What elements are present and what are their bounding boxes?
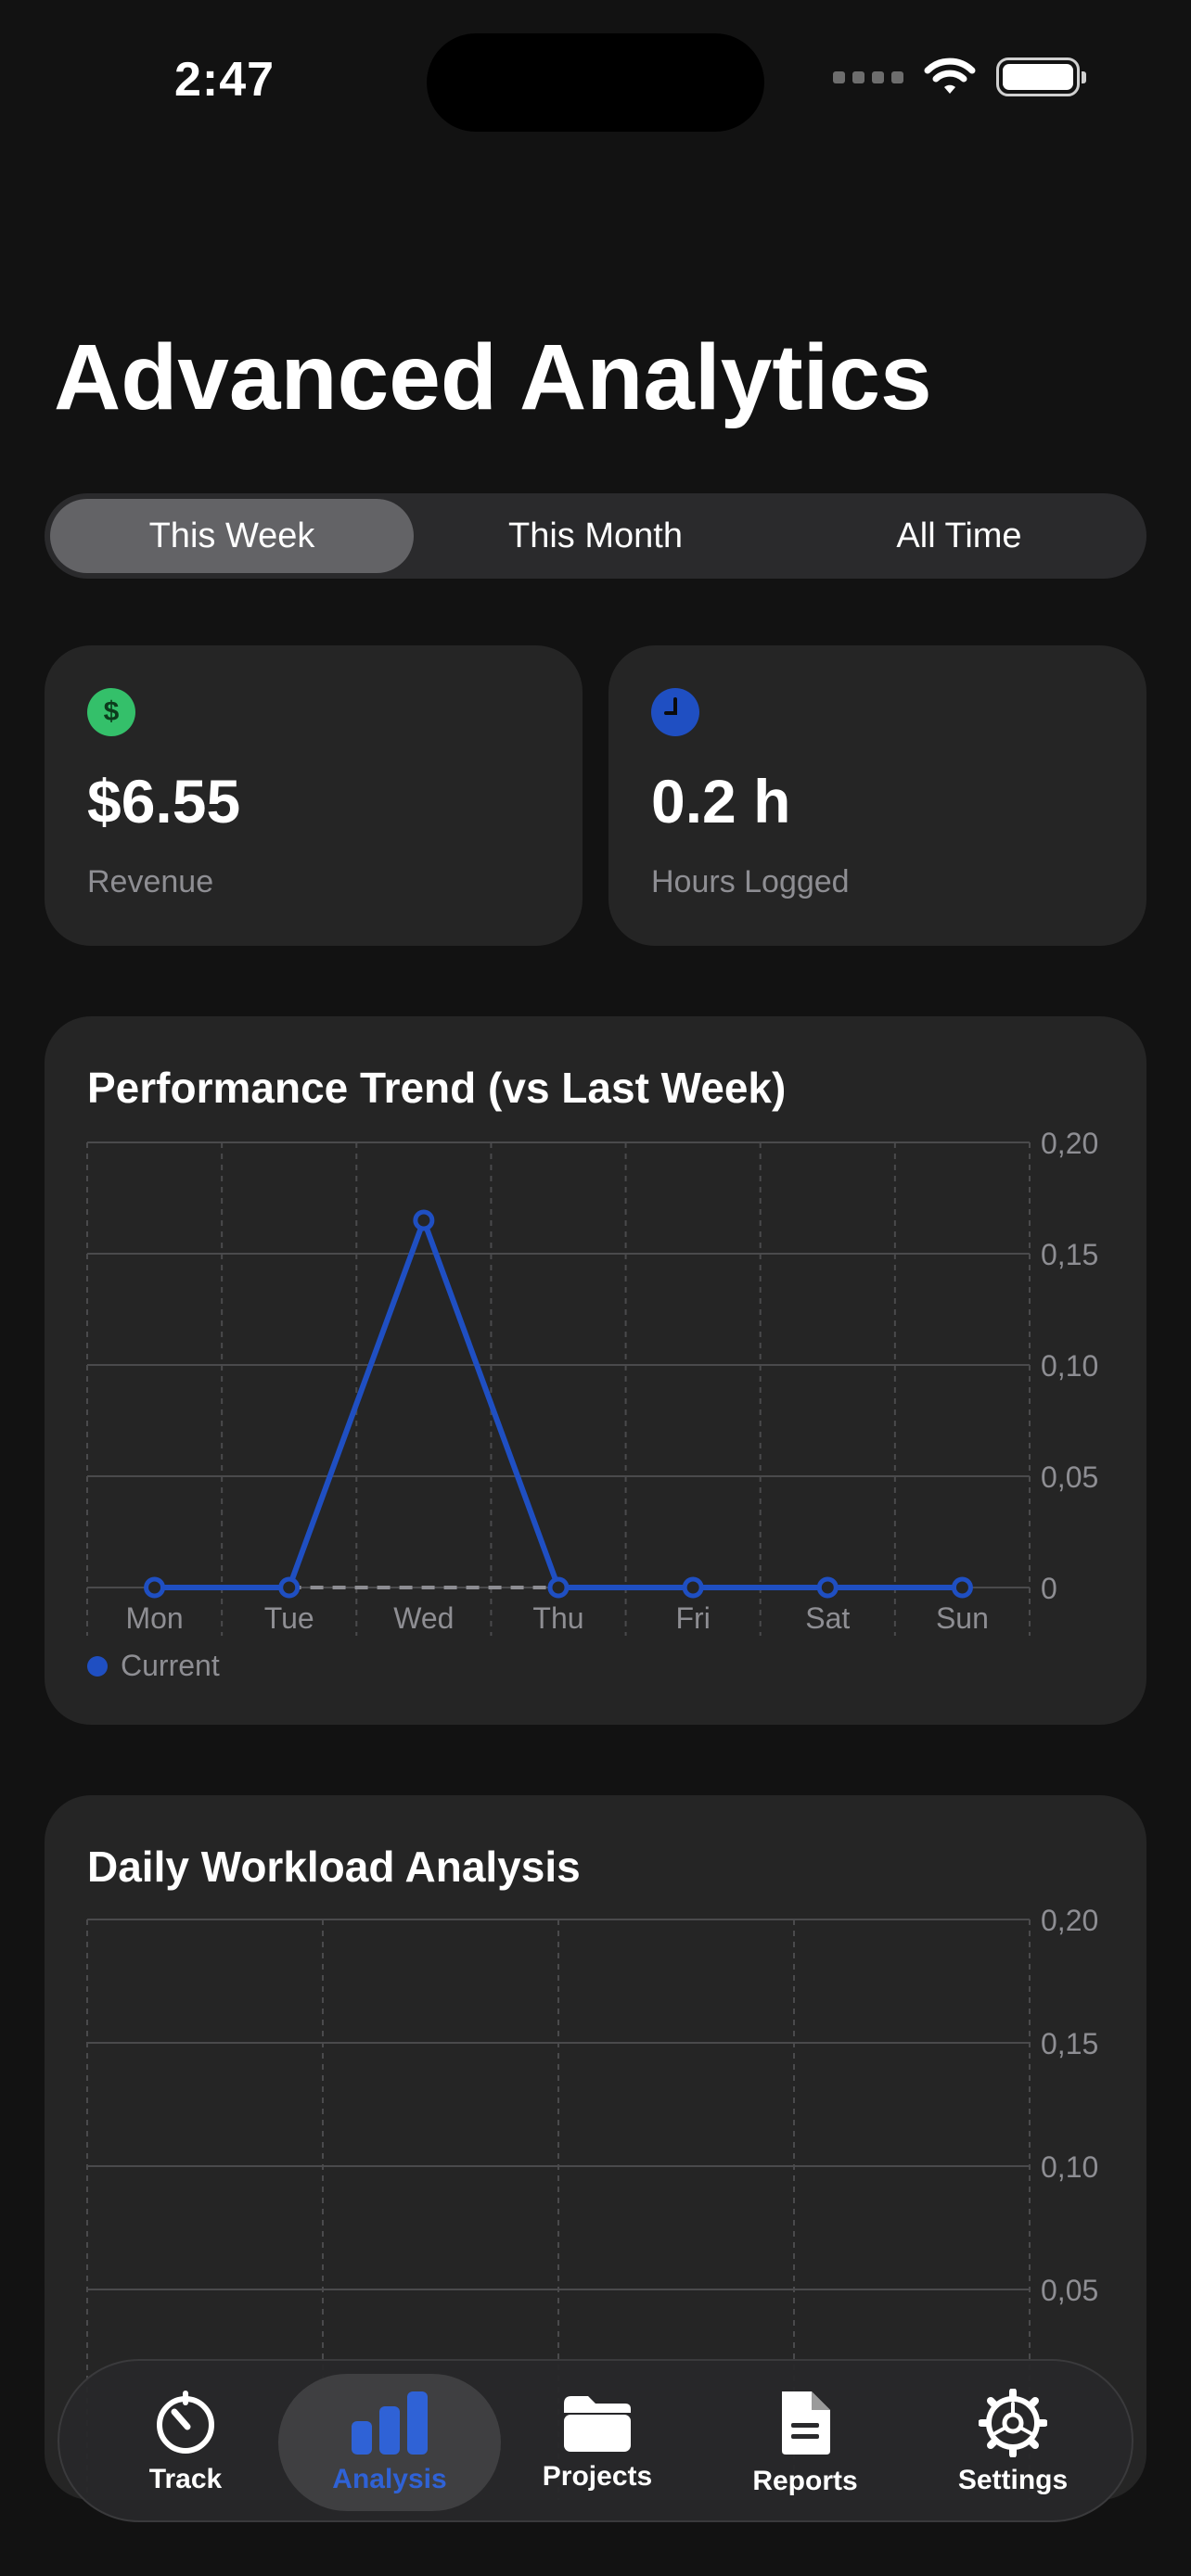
y-tick-label: 0,15 — [1041, 1238, 1098, 1271]
time-range-segmented-control: This Week This Month All Time — [45, 493, 1146, 579]
page-title: Advanced Analytics — [54, 325, 932, 429]
dynamic-island — [427, 33, 764, 132]
series-current-point — [951, 1576, 973, 1599]
series-current-point — [278, 1576, 301, 1599]
tab-projects[interactable]: Projects — [486, 2361, 709, 2524]
trend-chart-title: Performance Trend (vs Last Week) — [87, 1064, 787, 1112]
segment-all-time[interactable]: All Time — [896, 516, 1022, 555]
timer-icon — [157, 2391, 214, 2454]
clock-icon — [651, 688, 699, 736]
performance-trend-card: Performance Trend (vs Last Week) 0 0,05 0,… — [45, 1016, 1146, 1725]
revenue-label: Revenue — [87, 864, 214, 899]
x-tick-label: Tue — [264, 1601, 314, 1635]
x-tick-label: Wed — [393, 1601, 454, 1635]
segment-this-month[interactable]: This Month — [508, 516, 683, 555]
tab-track[interactable]: Track — [74, 2361, 297, 2524]
tab-analysis-label: Analysis — [332, 2464, 447, 2494]
workload-chart-title: Daily Workload Analysis — [87, 1843, 581, 1891]
battery-icon — [996, 57, 1086, 96]
bar-chart-icon — [352, 2391, 428, 2455]
series-current-point — [816, 1576, 839, 1599]
folder-icon — [564, 2396, 631, 2452]
hours-card: 0.2 h Hours Logged — [608, 645, 1146, 946]
legend-current-dot — [87, 1655, 108, 1677]
tab-reports-label: Reports — [752, 2466, 858, 2496]
y-tick-label: 0,10 — [1041, 2150, 1098, 2184]
wifi-icon — [924, 57, 976, 94]
tab-bar: Track Analysis Projects Repor — [58, 2359, 1133, 2522]
y-tick-label: 0,05 — [1041, 2274, 1098, 2307]
y-tick-label: 0,10 — [1041, 1349, 1098, 1383]
series-current-line — [154, 1218, 963, 1590]
tab-settings[interactable]: Settings — [902, 2361, 1124, 2524]
tab-projects-label: Projects — [542, 2461, 653, 2492]
x-tick-label: Mon — [125, 1601, 183, 1635]
x-tick-label: Sat — [805, 1601, 850, 1635]
series-current-point — [144, 1576, 166, 1599]
status-time: 2:47 — [174, 53, 275, 107]
legend-current-label: Current — [121, 1649, 220, 1682]
tab-reports[interactable]: Reports — [694, 2361, 916, 2524]
revenue-value: $6.55 — [87, 767, 241, 835]
segment-this-week[interactable]: This Week — [50, 499, 414, 573]
gear-icon — [979, 2389, 1047, 2457]
y-tick-label: 0,20 — [1041, 1127, 1098, 1160]
x-tick-label: Fri — [675, 1601, 710, 1635]
y-tick-label: 0,15 — [1041, 2027, 1098, 2060]
document-icon — [782, 2391, 830, 2455]
y-tick-label: 0 — [1041, 1572, 1057, 1605]
revenue-card: $ $6.55 Revenue — [45, 645, 583, 946]
x-tick-label: Sun — [936, 1601, 989, 1635]
trend-chart: 0 0,05 0,10 0,15 0,20 Mon Tue Wed Thu Fri Sat Sun — [86, 1127, 1098, 1636]
x-tick-label: Thu — [532, 1601, 583, 1635]
tab-settings-label: Settings — [957, 2465, 1069, 2495]
tab-track-label: Track — [148, 2464, 223, 2494]
trend-legend: Current — [87, 1649, 220, 1683]
y-tick-label: 0,05 — [1041, 1460, 1098, 1494]
series-current-point — [413, 1209, 435, 1231]
dollar-icon: $ — [87, 688, 135, 736]
y-tick-label: 0,20 — [1041, 1904, 1098, 1937]
cellular-signal-icon — [833, 70, 903, 83]
series-current-point — [682, 1576, 704, 1599]
tab-analysis[interactable]: Analysis — [278, 2361, 501, 2524]
hours-label: Hours Logged — [651, 864, 850, 899]
hours-value: 0.2 h — [651, 767, 791, 835]
series-current-point — [547, 1576, 570, 1599]
status-icons — [833, 57, 1086, 96]
